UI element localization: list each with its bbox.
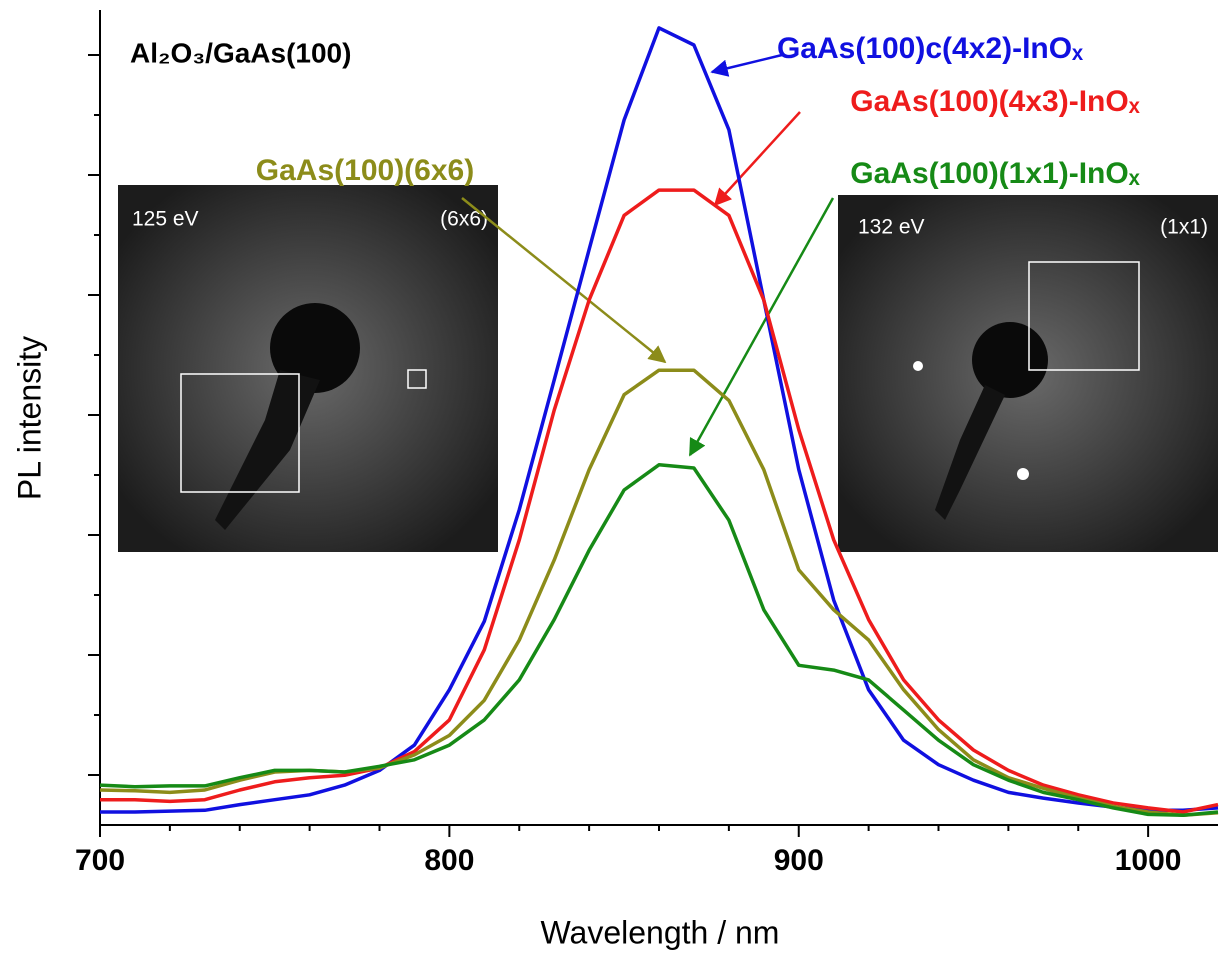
x-tick-label: 800 xyxy=(424,844,474,877)
y-axis-title: PL intensity xyxy=(11,336,47,500)
annotation: Al₂O₃/GaAs(100) xyxy=(130,37,351,68)
inset-pattern: (6x6) xyxy=(440,208,488,231)
inset-energy: 125 eV xyxy=(132,208,199,231)
series-label: GaAs(100)(6x6) xyxy=(256,154,474,187)
series-label: GaAs(100)(4x3)-InOₓ xyxy=(850,85,1140,118)
series-label: GaAs(100)(1x1)-InOₓ xyxy=(850,157,1140,190)
inset-pattern: (1x1) xyxy=(1160,216,1208,239)
chart: 125 eV (6x6) 132 eV (1x1) Al₂O₃/GaAs(100… xyxy=(0,0,1223,958)
x-tick-label: 1000 xyxy=(1115,844,1182,877)
inset-right: 132 eV (1x1) xyxy=(838,195,1218,552)
inset-energy: 132 eV xyxy=(858,216,925,239)
series-label: GaAs(100)c(4x2)-InOₓ xyxy=(777,32,1084,65)
x-axis-title: Wavelength / nm xyxy=(541,914,780,950)
inset-left: 125 eV (6x6) xyxy=(118,185,498,552)
label-arrows xyxy=(462,55,833,455)
x-tick-label: 700 xyxy=(75,844,125,877)
x-tick-label: 900 xyxy=(774,844,824,877)
